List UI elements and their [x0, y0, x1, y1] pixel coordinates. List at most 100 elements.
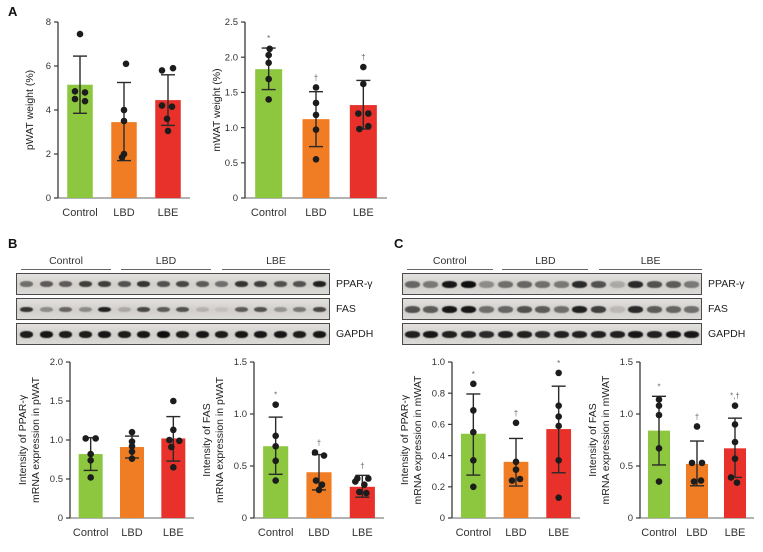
blot-band — [195, 281, 209, 287]
panel-c-label: C — [394, 236, 404, 251]
data-point — [555, 422, 562, 430]
data-point — [170, 397, 177, 405]
chart-ppar-pwat: 0 0.5 1.0 1.5 2.0 Intensity of PPAR-γ mRNA exp… — [14, 348, 202, 548]
blot-group-label: LBE — [640, 255, 661, 267]
blot-group-label: Control — [49, 255, 83, 267]
significance-marker: † — [695, 412, 699, 421]
blot-band — [273, 330, 287, 338]
y-tick-label: 1.5 — [225, 88, 238, 99]
data-point — [360, 80, 367, 88]
blot-band — [535, 305, 551, 313]
blot-band — [117, 281, 131, 287]
bar-control — [255, 69, 283, 198]
blot-group-control: Control — [402, 250, 498, 270]
data-point — [655, 411, 663, 419]
x-category-label: Control — [251, 207, 286, 219]
y-tick-label: 0.5 — [50, 474, 63, 485]
x-category-label: LBD — [308, 527, 329, 539]
blot-band — [195, 306, 209, 312]
chart-pwat-weight: 0 2 4 6 8 pWAT weight (%) Control LBD LBE — [18, 6, 198, 228]
y-axis-title-line2: mRNA expression in mWAT — [600, 375, 612, 505]
blot-band — [684, 280, 700, 288]
significance-marker: † — [361, 53, 365, 62]
data-point — [76, 30, 84, 38]
blot-row: FAS — [402, 298, 760, 320]
blot-group-label: LBE — [266, 255, 286, 267]
data-point — [688, 459, 696, 467]
blot-row: PPAR-γ — [16, 273, 388, 295]
blot-band — [628, 305, 644, 313]
y-axis-title-line2: mRNA expression in pWAT — [30, 376, 42, 503]
data-point — [92, 435, 99, 442]
data-point — [318, 481, 326, 489]
x-category-label: LBE — [158, 207, 179, 219]
blot-band — [78, 306, 92, 312]
data-point — [470, 483, 477, 491]
blot-group-header: Control LBD LBE — [16, 250, 336, 270]
data-point — [731, 438, 739, 446]
blot-band — [628, 330, 644, 338]
significance-marker: * — [274, 391, 277, 400]
y-tick-label: 2.0 — [50, 357, 63, 368]
y-axis-title-line1: Intensity of PPAR-γ — [17, 394, 29, 485]
y-tick-label: 0.5 — [620, 461, 633, 472]
blot-lane-strip — [16, 298, 330, 320]
data-point — [164, 127, 172, 135]
blot-band — [535, 280, 551, 288]
y-axis-title: mWAT weight (%) — [211, 68, 223, 151]
x-category-label: Control — [456, 527, 491, 539]
data-point — [158, 67, 166, 74]
blot-group-underline — [598, 269, 703, 270]
blot-group-label: Control — [432, 255, 467, 267]
data-point — [555, 369, 562, 377]
data-point — [508, 477, 516, 484]
blot-band — [442, 330, 458, 338]
blot-band — [98, 330, 112, 338]
y-tick-label: 2.5 — [225, 17, 238, 28]
blot-band — [78, 330, 92, 338]
data-point — [355, 110, 362, 117]
x-category-label: LBD — [121, 527, 142, 539]
y-tick-label: 1.0 — [50, 435, 63, 446]
blot-band — [497, 305, 513, 313]
data-point — [555, 456, 562, 464]
significance-marker: † — [514, 409, 518, 418]
significance-marker: * — [557, 359, 560, 368]
data-point — [731, 421, 739, 428]
data-point — [470, 456, 477, 464]
blot-band — [59, 330, 73, 338]
blot-band — [404, 305, 420, 313]
data-point — [315, 486, 323, 494]
blot-band — [98, 306, 112, 312]
y-tick-label: 1.5 — [234, 357, 247, 368]
blot-band — [254, 281, 268, 287]
data-point — [120, 106, 128, 114]
chart-canvas: 0 2 4 6 8 pWAT weight (%) Control LBD LBE — [24, 17, 190, 219]
blot-band — [646, 305, 662, 313]
data-point — [265, 51, 272, 59]
blot-band — [479, 280, 495, 288]
data-point — [169, 64, 177, 72]
blot-band — [254, 306, 268, 312]
blot-group-lbe: LBE — [593, 250, 708, 270]
data-point — [690, 478, 698, 485]
blot-group-underline — [121, 269, 211, 270]
data-point — [512, 466, 520, 473]
blot-band — [684, 305, 700, 313]
chart-canvas: 0 0.5 1.0 1.5 Intensity of FAS mRNA expressio… — [587, 357, 754, 539]
blot-band — [59, 306, 73, 312]
y-axis-title-line2: mRNA expression in pWAT — [214, 376, 226, 503]
data-point — [352, 478, 359, 485]
blot-row: PPAR-γ — [402, 273, 760, 295]
data-point — [265, 75, 272, 83]
blot-band — [553, 305, 569, 313]
data-point — [733, 479, 741, 486]
blot-band — [293, 281, 307, 287]
blot-group-header: Control LBD LBE — [402, 250, 708, 270]
blot-band — [20, 330, 34, 338]
data-point — [731, 455, 739, 463]
data-point — [87, 474, 94, 481]
blot-band — [628, 280, 644, 288]
chart-canvas: 0 0.5 1.0 1.5 Intensity of FAS mRNA expressio… — [201, 357, 384, 539]
data-point — [170, 426, 177, 434]
